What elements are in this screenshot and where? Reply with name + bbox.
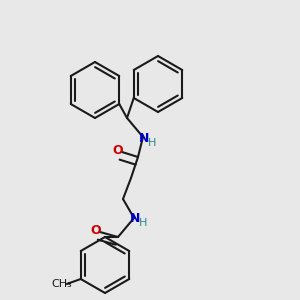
Text: H: H xyxy=(139,218,147,228)
Text: H: H xyxy=(148,138,156,148)
Text: N: N xyxy=(130,212,140,224)
Text: O: O xyxy=(113,143,123,157)
Text: N: N xyxy=(139,131,149,145)
Text: O: O xyxy=(91,224,101,236)
Text: CH₃: CH₃ xyxy=(51,279,72,289)
